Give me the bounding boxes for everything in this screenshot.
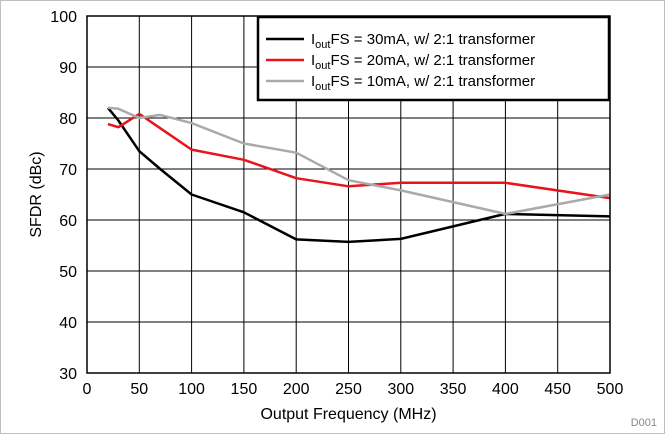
x-tick-label: 250 xyxy=(335,381,362,398)
series-line-3 xyxy=(107,106,611,216)
legend-label-2: IoutFS = 20mA, w/ 2:1 transformer xyxy=(311,52,535,72)
legend-label-3: IoutFS = 10mA, w/ 2:1 transformer xyxy=(311,73,535,93)
x-tick-label: 500 xyxy=(597,381,624,398)
y-axis-title: SFDR (dBc) xyxy=(28,151,45,237)
series-line-1 xyxy=(106,107,611,244)
x-axis-title: Output Frequency (MHz) xyxy=(260,406,436,423)
x-tick-label: 350 xyxy=(440,381,467,398)
x-tick-labels: 0 50 100 150 200 250 300 350 400 450 500 xyxy=(83,381,624,398)
y-tick-label: 40 xyxy=(59,315,77,332)
y-tick-label: 70 xyxy=(59,162,77,179)
y-tick-label: 80 xyxy=(59,111,77,128)
legend: IoutFS = 30mA, w/ 2:1 transformerIoutFS … xyxy=(256,15,611,102)
series-line-2 xyxy=(107,112,611,200)
y-tick-label: 90 xyxy=(59,60,77,77)
x-tick-label: 200 xyxy=(283,381,310,398)
y-tick-label: 60 xyxy=(59,213,77,230)
x-tick-label: 300 xyxy=(387,381,414,398)
x-tick-label: 400 xyxy=(492,381,519,398)
x-tick-label: 150 xyxy=(231,381,258,398)
y-tick-label: 50 xyxy=(59,264,77,281)
legend-box xyxy=(256,15,611,102)
legend-label-1: IoutFS = 30mA, w/ 2:1 transformer xyxy=(311,31,535,51)
y-tick-label: 30 xyxy=(59,366,77,383)
series-lines xyxy=(106,106,611,244)
x-tick-label: 100 xyxy=(178,381,205,398)
figure-id: D001 xyxy=(631,417,657,429)
y-tick-labels: 30 40 50 60 70 80 90 100 xyxy=(50,9,77,383)
y-tick-label: 100 xyxy=(50,9,77,26)
x-tick-label: 0 xyxy=(83,381,92,398)
x-tick-label: 50 xyxy=(130,381,148,398)
x-tick-label: 450 xyxy=(544,381,571,398)
